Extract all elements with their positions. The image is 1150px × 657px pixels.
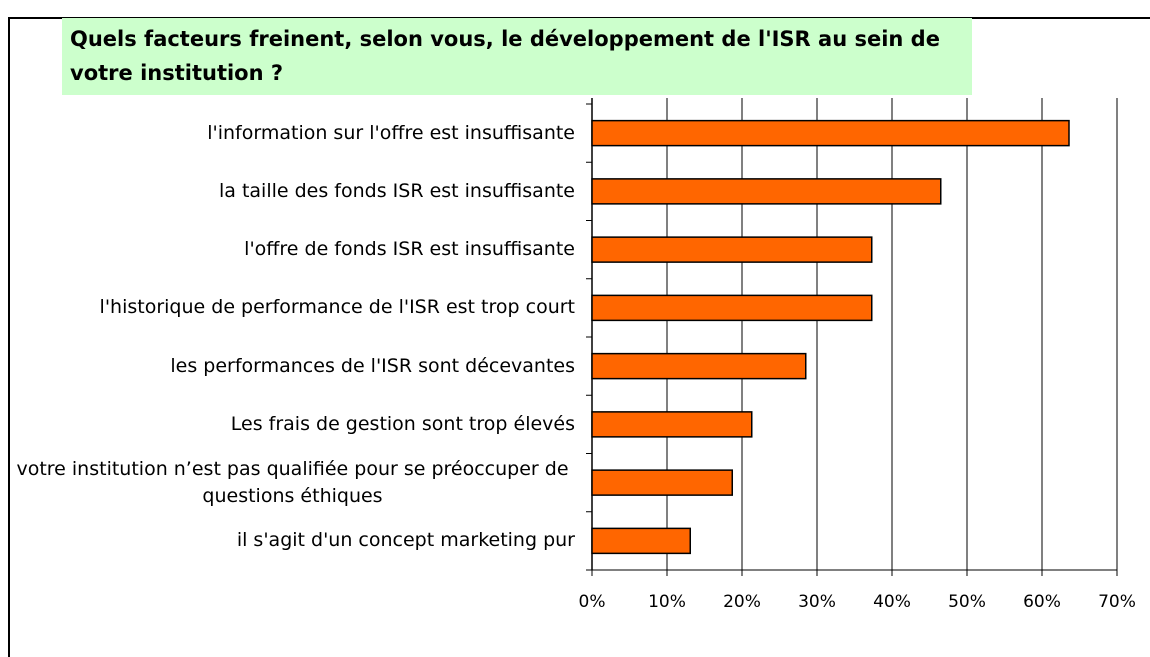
y-tick-label: votre institution n’est pas qualifiée po…: [16, 457, 569, 507]
y-tick-label-box: l'information sur l'offre est insuffisan…: [10, 104, 575, 162]
bar: [591, 469, 733, 496]
y-tick-label: l'historique de performance de l'ISR est…: [99, 296, 575, 319]
y-tick-label-box: l'historique de performance de l'ISR est…: [10, 279, 575, 337]
bar: [591, 527, 691, 555]
y-tick-label: l'offre de fonds ISR est insuffisante: [244, 238, 575, 261]
bar: [591, 411, 753, 438]
y-tick-label-box: les performances de l'ISR sont décevante…: [10, 337, 575, 395]
y-tick-label-box: la taille des fonds ISR est insuffisante: [10, 162, 575, 220]
bar: [591, 236, 873, 263]
bar: [591, 119, 1070, 147]
y-tick-label: l'information sur l'offre est insuffisan…: [207, 121, 575, 144]
x-tick-label: 70%: [1098, 592, 1136, 612]
x-tick-label: 20%: [723, 592, 761, 612]
y-tick-label: il s'agit d'un concept marketing pur: [236, 529, 575, 552]
x-tick-label: 10%: [648, 592, 686, 612]
x-tick-label: 30%: [798, 592, 836, 612]
y-tick-label: la taille des fonds ISR est insuffisante: [219, 179, 575, 202]
bar: [591, 178, 942, 205]
y-tick-label: les performances de l'ISR sont décevante…: [170, 354, 575, 377]
bar: [591, 352, 807, 380]
y-tick-label-box: il s'agit d'un concept marketing pur: [10, 512, 575, 570]
chart: 0% 10% 20% 30% 40% 50% 60% 70%: [579, 98, 1136, 612]
x-tick-label: 60%: [1023, 592, 1061, 612]
y-tick-label-box: votre institution n’est pas qualifiée po…: [10, 454, 575, 512]
y-tick-label-box: l'offre de fonds ISR est insuffisante: [10, 221, 575, 279]
bar: [591, 294, 873, 322]
page: Quels facteurs freinent, selon vous, le …: [8, 17, 1150, 657]
x-tick-label: 50%: [948, 592, 986, 612]
y-tick-label-box: Les frais de gestion sont trop élevés: [10, 395, 575, 453]
x-tick-label: 0%: [579, 592, 606, 612]
chart-title: Quels facteurs freinent, selon vous, le …: [62, 18, 972, 95]
x-tick-label: 40%: [873, 592, 911, 612]
y-tick-label: Les frais de gestion sont trop élevés: [230, 412, 575, 435]
